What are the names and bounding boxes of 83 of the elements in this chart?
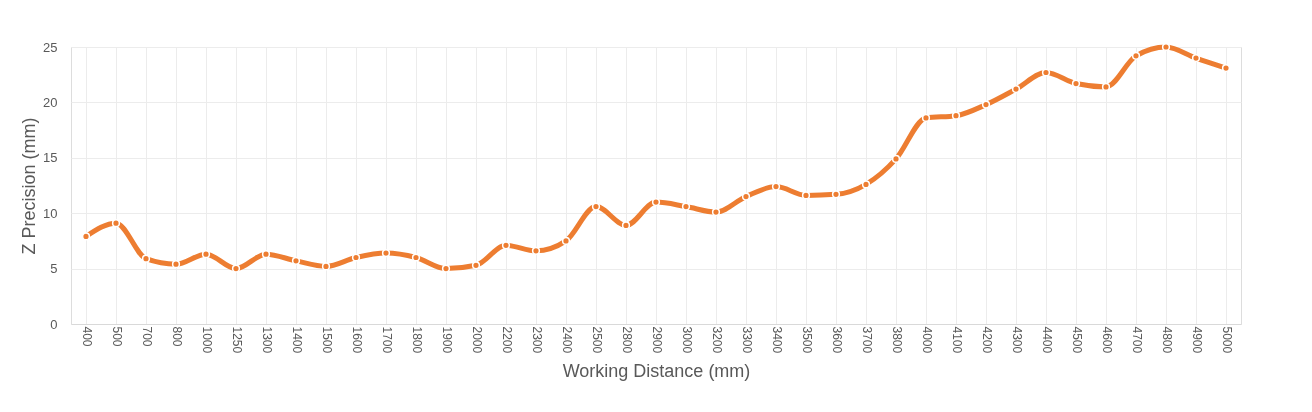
x-tick-label: 1500 xyxy=(319,326,334,354)
point xyxy=(981,100,991,109)
y-tick-label: 10 xyxy=(43,205,58,221)
x-tick-label: 4000 xyxy=(919,326,934,354)
point xyxy=(1071,79,1081,88)
y-tick-label: 20 xyxy=(43,94,58,110)
point xyxy=(201,250,211,259)
x-tick-label: 3200 xyxy=(709,326,724,354)
point xyxy=(771,182,781,191)
point xyxy=(411,253,421,262)
x-tick-label: 1900 xyxy=(439,326,454,354)
x-tick-label: 1400 xyxy=(289,326,304,354)
point xyxy=(921,113,931,123)
point xyxy=(621,221,631,230)
point xyxy=(591,202,601,211)
x-tick-label: 3600 xyxy=(829,326,844,354)
point xyxy=(741,192,751,201)
point xyxy=(651,198,661,207)
point xyxy=(501,241,511,250)
point xyxy=(291,256,301,265)
x-tick-label: 3800 xyxy=(889,326,904,354)
x-tick-label: 2300 xyxy=(529,326,544,354)
x-tick-label: 4800 xyxy=(1159,326,1174,354)
point xyxy=(1101,82,1111,91)
point xyxy=(351,253,361,262)
x-tick-label: 1700 xyxy=(379,326,394,354)
x-tick-label: 4900 xyxy=(1189,326,1204,354)
point xyxy=(441,264,451,273)
point xyxy=(951,111,961,120)
point xyxy=(471,261,481,270)
point xyxy=(561,236,571,245)
point xyxy=(1041,68,1051,77)
x-tick-label: 2000 xyxy=(469,326,484,354)
x-tick-label: 5000 xyxy=(1219,326,1234,354)
x-tick-label: 2900 xyxy=(649,326,664,354)
point xyxy=(321,262,331,271)
x-tick-label: 3300 xyxy=(739,326,754,354)
point xyxy=(111,219,121,228)
point xyxy=(261,250,271,259)
x-tick-label: 1000 xyxy=(199,326,214,354)
point xyxy=(1011,85,1021,94)
point xyxy=(861,180,871,189)
x-tick-label: 3000 xyxy=(679,326,694,354)
x-tick-label: 4400 xyxy=(1039,326,1054,354)
x-tick-label: 2500 xyxy=(589,326,604,354)
x-tick-label: 4700 xyxy=(1129,326,1144,354)
x-tick-label: 4100 xyxy=(949,326,964,354)
point xyxy=(1191,53,1201,63)
y-tick-label: 0 xyxy=(50,316,58,332)
y-tick-label: 5 xyxy=(50,261,58,277)
x-tick-label: 700 xyxy=(139,326,154,347)
x-axis-title: Working Distance (mm) xyxy=(562,361,751,382)
point xyxy=(1131,51,1141,60)
x-tick-label: 1800 xyxy=(409,326,424,354)
y-tick-label: 25 xyxy=(43,39,58,55)
x-tick-label: 4500 xyxy=(1069,326,1084,354)
x-tick-label: 4600 xyxy=(1099,326,1114,354)
point xyxy=(801,191,811,200)
x-tick-label: 2200 xyxy=(499,326,514,354)
x-tick-label: 3400 xyxy=(769,326,784,354)
x-tick-label: 1600 xyxy=(349,326,364,354)
x-tick-label: 2400 xyxy=(559,326,574,354)
x-tick-label: 1300 xyxy=(259,326,274,354)
x-tick-label: 3700 xyxy=(859,326,874,354)
point xyxy=(381,248,391,258)
x-tick-label: 4300 xyxy=(1009,326,1024,354)
x-tick-label: 3500 xyxy=(799,326,814,354)
y-tick-label: 15 xyxy=(43,150,58,166)
point xyxy=(681,202,691,211)
y-axis-title: Z Precision (mm) xyxy=(19,117,40,255)
x-tick-label: 400 xyxy=(79,326,94,347)
point xyxy=(831,190,841,199)
point xyxy=(711,207,721,217)
point xyxy=(171,260,181,269)
x-tick-label: 1250 xyxy=(229,326,244,354)
x-tick-label: 500 xyxy=(109,326,124,347)
point xyxy=(141,254,151,263)
x-tick-label: 800 xyxy=(169,326,184,347)
x-tick-label: 4200 xyxy=(979,326,994,354)
point xyxy=(531,246,541,255)
x-tick-label: 2800 xyxy=(619,326,634,354)
point xyxy=(891,154,901,164)
point xyxy=(231,264,241,273)
